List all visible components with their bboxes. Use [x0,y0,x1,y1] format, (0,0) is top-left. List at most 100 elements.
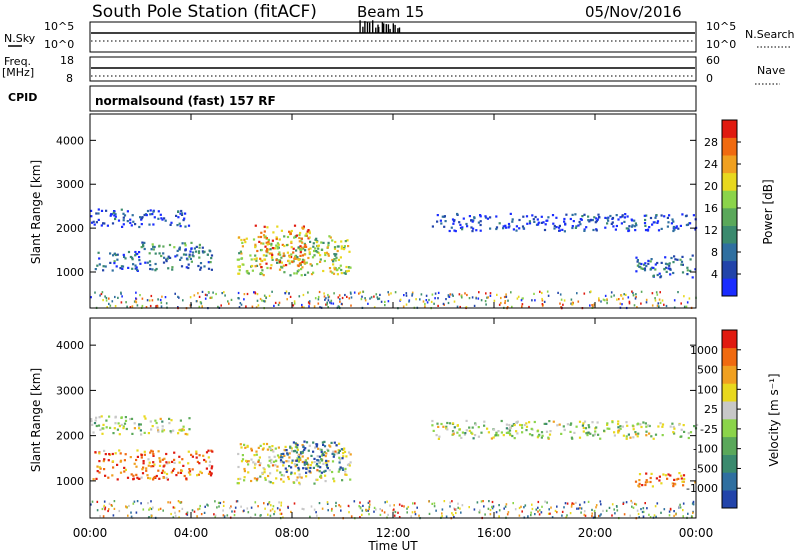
data-cell [265,442,269,446]
data-cell [174,255,177,258]
clutter-cell [500,296,502,300]
data-cell [676,258,679,261]
data-cell [474,434,477,437]
data-cell [303,261,306,264]
data-cell [324,455,327,458]
clutter-cell [160,305,163,308]
clutter-cell [370,296,373,299]
colorbar-swatch [722,137,737,156]
clutter-cell [564,502,567,505]
data-cell [241,458,245,461]
clutter-cell [461,504,464,507]
data-cell [132,474,135,477]
data-cell [119,267,122,270]
colorbar-tick-label: -100 [693,443,718,456]
data-cell [279,253,282,256]
data-cell [621,214,624,217]
data-cell [290,471,293,474]
data-cell [315,464,318,467]
data-cell [266,448,269,451]
data-cell [518,218,521,222]
data-cell [246,445,249,448]
data-cell [670,256,673,260]
clutter-cell [461,296,463,299]
data-cell [534,215,537,219]
data-cell [305,441,309,444]
clutter-cell [636,306,638,309]
clutter-cell [243,509,245,512]
data-cell [267,242,271,245]
data-cell [272,450,275,453]
data-cell [689,258,692,261]
data-cell [102,427,105,430]
clutter-cell [149,507,151,510]
data-cell [599,437,602,440]
data-cell [584,427,588,430]
data-cell [153,475,156,479]
data-cell [549,430,552,433]
data-cell [292,247,295,250]
clutter-cell [94,291,96,294]
data-cell [634,480,638,483]
data-cell [531,434,534,437]
data-cell [675,478,678,481]
clutter-cell [584,514,587,517]
data-cell [95,424,98,428]
data-cell [166,478,169,481]
data-cell [262,254,265,257]
colorbar-swatch [722,347,737,366]
x-tick-label: 20:00 [578,526,613,540]
data-cell [505,226,508,229]
data-cell [268,480,271,483]
clutter-cell [99,515,101,518]
data-cell [179,419,182,422]
data-cell [141,241,144,244]
data-cell [111,222,115,225]
clutter-cell [292,304,295,307]
clutter-cell [364,299,367,302]
data-cell [328,267,332,270]
data-cell [518,227,521,230]
data-cell [297,246,300,249]
data-cell [521,431,524,434]
clutter-cell [155,305,157,308]
clutter-cell [489,508,492,512]
clutter-cell [534,513,536,516]
data-cell [288,254,291,257]
data-cell [275,244,278,247]
data-cell [302,247,305,250]
data-cell [537,223,540,226]
clutter-cell [570,302,572,305]
clutter-cell [412,502,414,505]
data-cell [291,459,294,462]
data-cell [648,424,651,428]
data-cell [696,423,699,427]
data-cell [297,460,301,463]
clutter-cell [579,503,581,506]
data-cell [183,242,187,245]
data-cell [289,231,292,234]
data-cell [159,460,162,463]
clutter-cell [642,510,645,513]
clutter-cell [484,513,486,516]
data-cell [108,453,111,456]
clutter-cell [468,297,471,300]
nave-tick-top: 60 [706,54,720,67]
data-cell [281,456,284,459]
data-cell [106,224,109,227]
clutter-cell [387,513,389,516]
clutter-cell [128,504,130,508]
clutter-cell [330,509,333,512]
clutter-cell [215,292,217,296]
clutter-cell [487,507,490,510]
data-cell [671,482,674,485]
data-cell [638,262,641,265]
data-cell [683,477,686,481]
data-cell [184,225,187,228]
data-cell [525,422,528,425]
data-cell [689,431,693,434]
data-cell [162,429,166,432]
data-cell [680,477,683,480]
data-cell [254,243,257,246]
